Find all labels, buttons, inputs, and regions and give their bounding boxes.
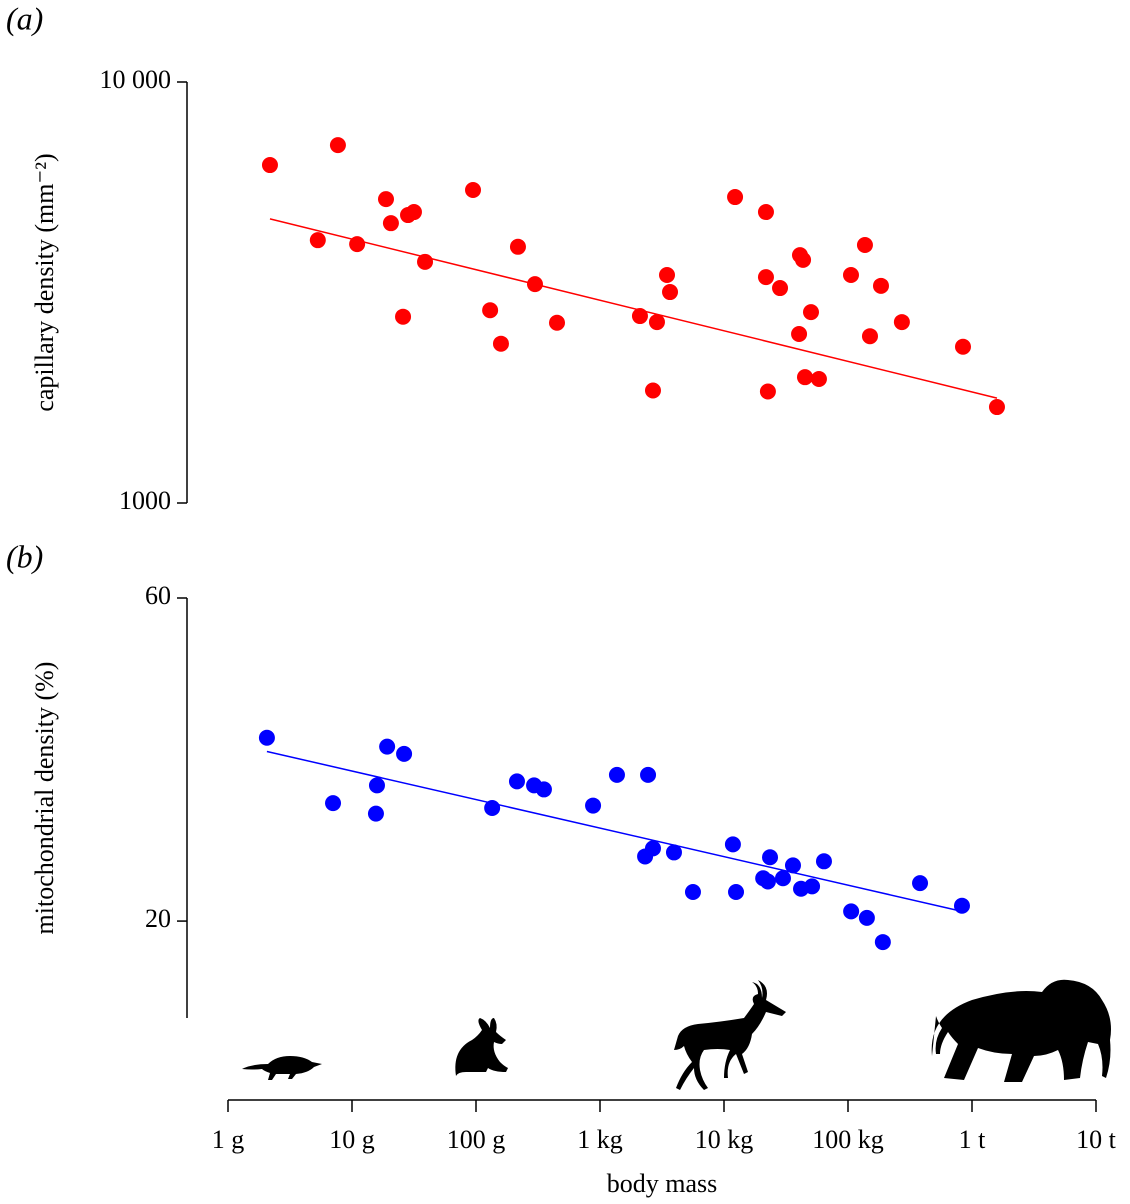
data-point [662, 284, 679, 301]
data-point [872, 277, 889, 294]
data-point [509, 238, 526, 255]
y-axis-label: mitochondrial density (%) [30, 662, 59, 935]
data-point [535, 781, 552, 798]
data-point [665, 844, 682, 861]
x-tick-label: 10 t [1076, 1125, 1117, 1154]
data-point [396, 745, 413, 762]
x-tick-label: 1 t [959, 1125, 987, 1154]
data-point [953, 897, 970, 914]
data-point [784, 857, 801, 874]
x-tick-label: 10 kg [695, 1125, 754, 1154]
data-point [815, 853, 832, 870]
data-point [492, 335, 509, 352]
data-point [858, 909, 875, 926]
data-point [856, 237, 873, 254]
data-point [796, 369, 813, 386]
animal-silhouettes [242, 979, 1111, 1090]
data-point [912, 875, 929, 892]
data-point [644, 840, 661, 857]
data-point [548, 314, 565, 331]
data-point [774, 870, 791, 887]
data-point [508, 773, 525, 790]
data-point [417, 253, 434, 270]
data-point [759, 873, 776, 890]
data-point [484, 800, 501, 816]
panel-label: (a) [6, 0, 43, 36]
data-point [988, 399, 1005, 416]
data-point [395, 308, 412, 325]
y-axis-label: capillary density (mm⁻²) [30, 153, 59, 411]
elephant-silhouette [931, 979, 1111, 1082]
data-point [379, 738, 396, 755]
x-tick-label: 1 kg [577, 1125, 623, 1154]
data-point [482, 302, 499, 319]
x-axis-label: body mass [607, 1169, 718, 1198]
data-point [759, 383, 776, 400]
data-point [843, 903, 860, 920]
data-point [258, 729, 275, 746]
data-point [261, 157, 278, 174]
data-point [757, 204, 774, 221]
y-tick-label: 20 [145, 904, 171, 933]
data-point [791, 326, 808, 343]
data-point [648, 314, 665, 331]
data-point [727, 189, 744, 206]
x-tick-label: 100 g [447, 1125, 506, 1154]
data-point [861, 328, 878, 345]
data-point [724, 836, 741, 853]
x-tick-label: 100 kg [812, 1125, 884, 1154]
data-point [757, 269, 774, 286]
x-tick-label: 10 g [329, 1125, 375, 1154]
data-point [608, 766, 625, 783]
data-point [804, 878, 821, 895]
data-point [329, 137, 346, 154]
data-point [377, 191, 394, 208]
data-point [874, 934, 891, 951]
data-point [842, 266, 859, 283]
data-point [405, 204, 422, 221]
data-point [631, 308, 648, 325]
data-point [309, 232, 326, 249]
data-point [465, 181, 482, 198]
data-point [893, 314, 910, 331]
data-point [954, 338, 971, 355]
data-point [762, 849, 779, 866]
data-point [349, 236, 366, 253]
data-point [640, 766, 657, 783]
y-tick-label: 1000 [119, 486, 171, 515]
data-point [659, 266, 676, 283]
shrew-silhouette [242, 1056, 322, 1080]
panel-label: (b) [6, 538, 43, 574]
y-tick-label: 10 000 [100, 65, 172, 94]
data-point [810, 371, 827, 388]
trend-line [266, 750, 963, 913]
x-tick-label: 1 g [212, 1125, 245, 1154]
data-point [728, 884, 745, 900]
data-point [772, 280, 789, 297]
data-point [802, 304, 819, 321]
gazelle-silhouette [674, 980, 786, 1090]
rabbit-silhouette [455, 1018, 508, 1076]
trend-line [269, 218, 998, 399]
data-point [367, 805, 384, 822]
y-tick-label: 60 [145, 581, 171, 610]
data-point [368, 777, 385, 794]
data-point [644, 382, 661, 399]
data-point [684, 884, 701, 900]
data-point [585, 797, 602, 814]
data-point [795, 251, 812, 268]
data-point [526, 276, 543, 293]
data-point [325, 795, 342, 812]
data-point [382, 215, 399, 232]
